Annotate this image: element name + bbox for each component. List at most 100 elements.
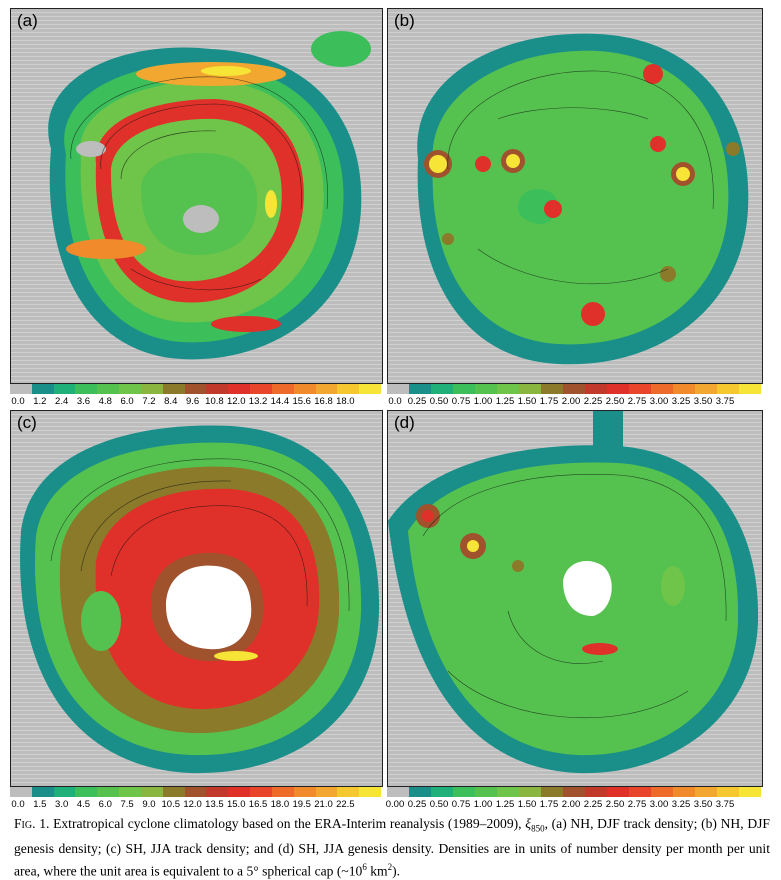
colorbar-d-swatch [387,787,409,797]
colorbar-d [387,787,761,797]
colorbar-b-swatch [585,384,607,394]
colorbar-b-tick-label: 2.00 [561,396,581,407]
colorbar-d-swatch [651,787,673,797]
colorbar-d-swatch [673,787,695,797]
colorbar-d-swatch [431,787,453,797]
colorbar-b-ticks: 0.0 0.25 0.50 0.75 1.00 1.25 1.50 1.75 2.00 2.25 2… [387,396,761,408]
colorbar-a-swatch [31,384,54,394]
colorbar-a-tick-label: 3.6 [76,396,91,407]
colorbar-a-swatch [271,384,294,394]
colorbar-a-tick-label: 12.0 [226,396,246,407]
colorbar-d-swatch [585,787,607,797]
colorbar-b-swatch [563,384,585,394]
colorbar-a-swatch [337,384,360,394]
caption-sup: 6 [362,861,367,872]
caption-text-1: Extratropical cyclone climatology based … [49,816,526,831]
colorbar-d-tick-label: 2.00 [561,799,581,810]
colorbar-c-swatch [293,787,316,797]
panel-label-a: (a) [17,11,38,30]
colorbar-b-tick-label: 0.75 [451,396,471,407]
colorbar-d-tick-label: 1.25 [495,799,515,810]
colorbar-c-tick-label: 9.0 [142,799,156,810]
colorbar-b-swatch [475,384,497,394]
colorbar-a-ticks: 0.0 1.2 2.4 3.6 4.8 6.0 7.2 8.4 9.6 10.8 12.0 13.2 1… [10,396,381,408]
colorbar-a-swatch [162,384,185,394]
colorbar-a [10,384,382,394]
colorbar-d-tick-label: 1.75 [539,799,559,810]
map-a [11,9,382,383]
colorbar-c-tick-label: 6.0 [98,799,112,810]
colorbar-b-swatch [431,384,453,394]
map-b [388,9,762,383]
colorbar-c-swatch [228,787,251,797]
colorbar-b-tick-label: 3.25 [671,396,691,407]
colorbar-d-tick-label: 3.50 [693,799,713,810]
colorbar-a-swatch [359,384,382,394]
colorbar-b-swatch [717,384,739,394]
colorbar-b-swatch [541,384,563,394]
colorbar-d-tick-label: 0.25 [407,799,427,810]
panel-c-sh-jja-track-density: (c) [10,410,383,787]
colorbar-b-swatch [607,384,629,394]
colorbar-a-tick-label: 2.4 [55,396,69,407]
panel-b-nh-djf-genesis-density: (b) [387,8,763,384]
colorbar-b-swatch [387,384,409,394]
colorbar-d-swatch [409,787,431,797]
colorbar-c-swatch [162,787,185,797]
colorbar-c [10,787,382,797]
colorbar-c-swatch [315,787,338,797]
colorbar-a-tick-label: 15.6 [292,396,311,407]
colorbar-c-ticks: 0.0 1.5 3.0 4.5 6.0 7.5 9.0 10.5 12.0 13.5 15.0 16.… [10,799,381,811]
colorbar-a-tick-label: 9.6 [185,396,200,407]
colorbar-d-tick-label: 0.00 [385,799,405,810]
map-d [388,411,762,786]
colorbar-b-tick-label: 1.50 [517,396,537,407]
colorbar-a-tick-label: 18.0 [336,396,355,407]
colorbar-d-tick-label: 0.50 [429,799,449,810]
colorbar-b-swatch [739,384,761,394]
colorbar-d-swatch [475,787,497,797]
colorbar-d-swatch [629,787,651,797]
colorbar-b-swatch [409,384,431,394]
panel-label-b: (b) [394,11,415,30]
colorbar-a-swatch [228,384,251,394]
colorbar-c-tick-label: 1.5 [33,799,47,810]
colorbar-a-tick-label: 7.2 [142,396,156,407]
colorbar-d-swatch [607,787,629,797]
colorbar-d-swatch [739,787,761,797]
caption-text-3: km [366,863,388,879]
colorbar-c-swatch [140,787,163,797]
colorbar-d-tick-label: 3.00 [649,799,669,810]
colorbar-b-tick-label: 2.50 [605,396,625,407]
colorbar-b-tick-label: 1.00 [473,396,493,407]
colorbar-c-swatch [271,787,294,797]
colorbar-b-tick-label: 2.25 [583,396,603,407]
colorbar-c-tick-label: 19.5 [292,799,311,810]
colorbar-d-swatch [717,787,739,797]
colorbar-a-swatch [293,384,316,394]
colorbar-a-swatch [119,384,141,394]
colorbar-a-tick-label: 8.4 [164,396,178,407]
panel-label-d: (d) [394,413,415,432]
colorbar-c-tick-label: 18.0 [270,799,290,810]
colorbar-a-swatch [10,384,32,394]
colorbar-b-tick-label: 3.00 [649,396,669,407]
colorbar-b-swatch [497,384,519,394]
colorbar-a-swatch [184,384,207,394]
caption-sup2: 2 [387,861,393,872]
colorbar-d-tick-label: 1.50 [517,799,537,810]
colorbar-a-tick-label: 0.0 [11,396,25,407]
colorbar-c-swatch [75,787,98,797]
colorbar-a-swatch [250,384,272,394]
colorbar-b-swatch [695,384,717,394]
colorbar-d-ticks: 0.00 0.25 0.50 0.75 1.00 1.25 1.50 1.75 2.00 2.25… [385,799,761,811]
map-c [11,411,382,786]
colorbar-b-swatch [673,384,695,394]
colorbar-b [387,384,761,394]
colorbar-d-tick-label: 0.75 [451,799,471,810]
colorbar-a-swatch [206,384,229,394]
panel-d-sh-jja-genesis-density: (d) [387,410,763,787]
colorbar-d-swatch [519,787,541,797]
colorbar-d-swatch [541,787,563,797]
colorbar-c-swatch [184,787,207,797]
